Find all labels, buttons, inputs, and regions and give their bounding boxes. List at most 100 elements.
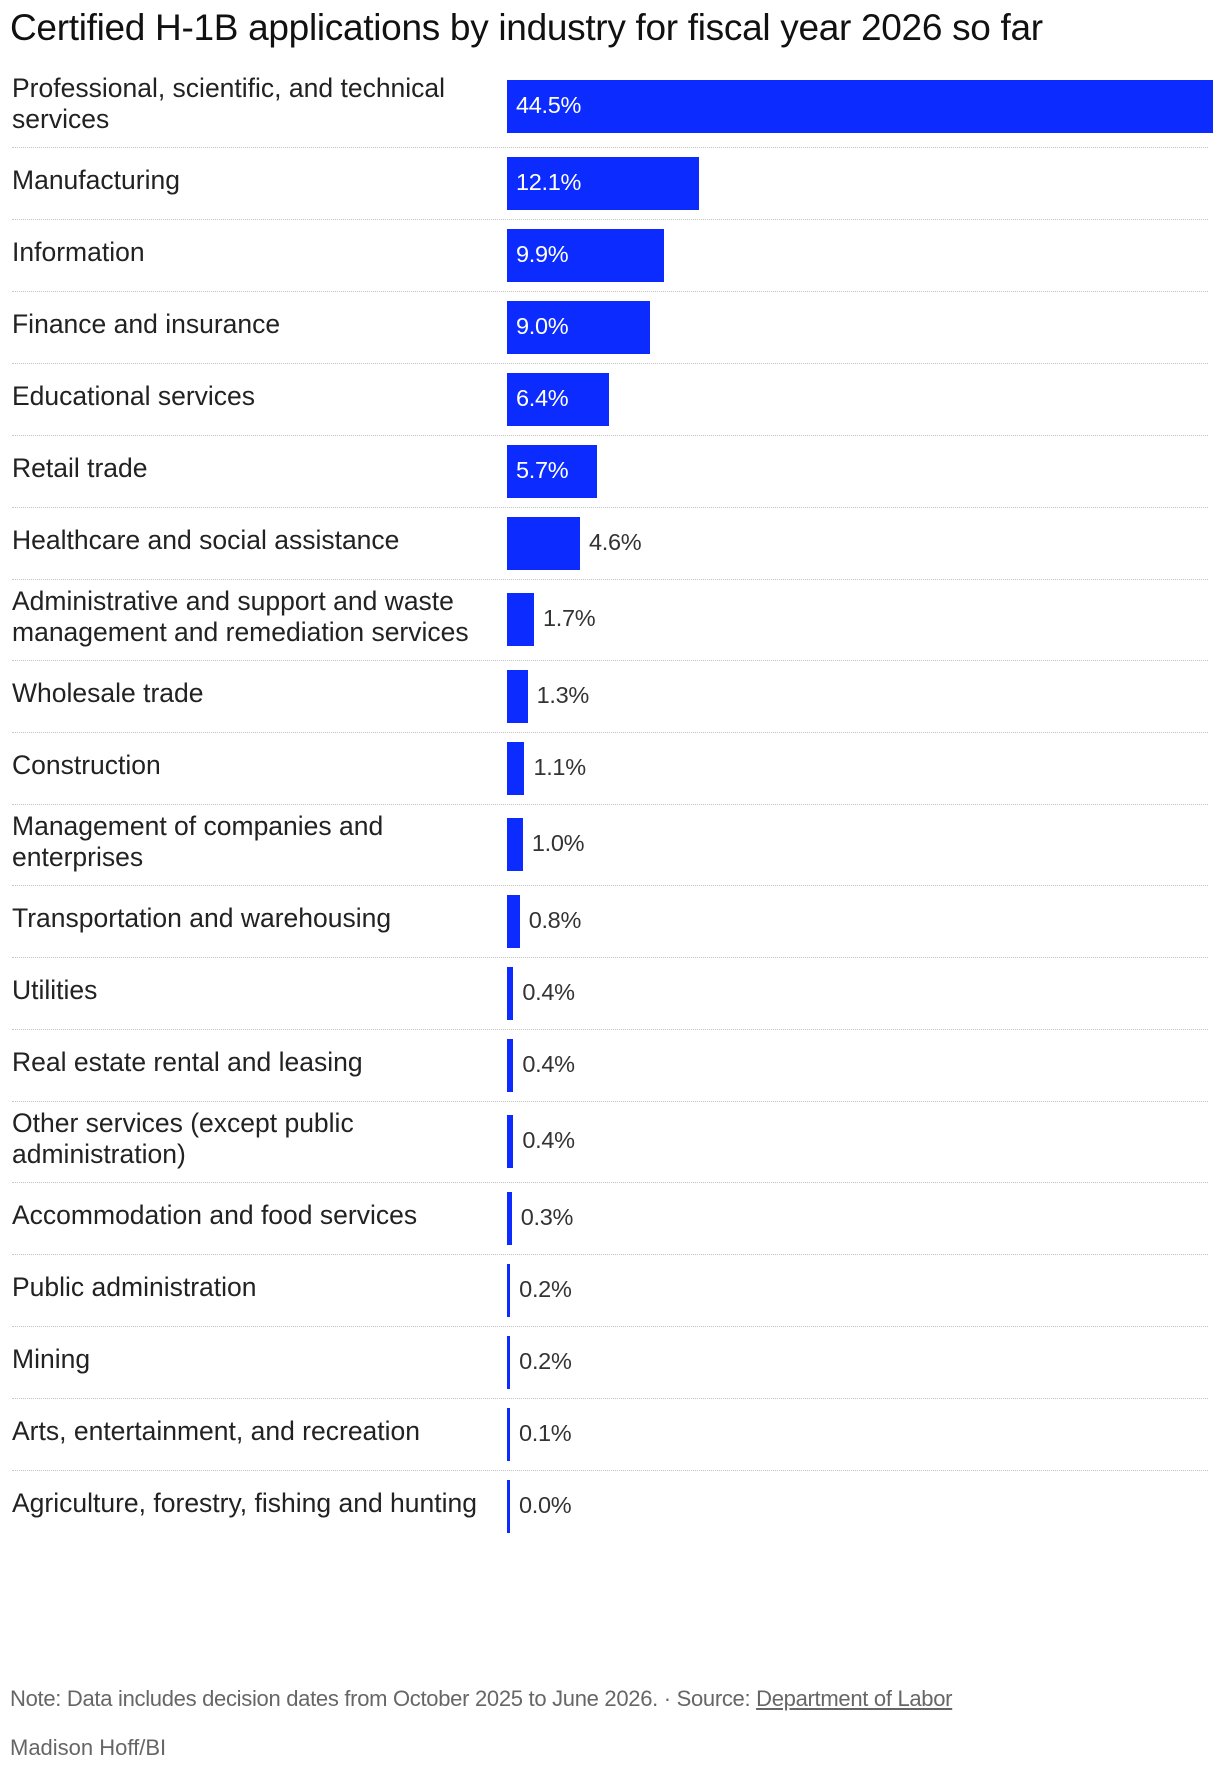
row-divider <box>12 1470 1208 1471</box>
category-label: Finance and insurance <box>12 308 281 339</box>
bar <box>507 1191 512 1245</box>
note-text: Note: Data includes decision dates from … <box>10 1686 757 1711</box>
category-label: Professional, scientific, and technical … <box>12 72 446 134</box>
bar <box>507 80 1213 133</box>
value-label: 1.7% <box>542 605 596 631</box>
bar-row: Accommodation and food services 0.3% <box>0 1182 1220 1254</box>
row-divider <box>12 957 1208 958</box>
value-label: 6.4% <box>516 384 569 411</box>
value-label: 0.1% <box>519 1419 572 1446</box>
footer-note: Note: Data includes decision dates from … <box>10 1685 953 1713</box>
row-divider <box>12 1029 1208 1030</box>
category-label: Other services (except public administra… <box>12 1107 354 1169</box>
category-label: Real estate rental and leasing <box>12 1046 363 1077</box>
bar-row: Agriculture, forestry, fishing and hunti… <box>0 1470 1220 1542</box>
value-label: 9.9% <box>516 240 569 267</box>
bar <box>507 444 598 498</box>
value-label: 0.2% <box>519 1347 572 1374</box>
bar-row: Management of companies and enterprises 1… <box>0 804 1220 885</box>
category-label: Transportation and warehousing <box>12 902 392 933</box>
bar <box>507 300 650 354</box>
bar-row: Arts, entertainment, and recreation 0.1% <box>0 1398 1220 1470</box>
value-label: 0.2% <box>519 1275 572 1302</box>
row-divider <box>12 435 1208 436</box>
bar-row: Construction 1.1% <box>0 732 1220 804</box>
bar <box>507 1115 514 1168</box>
bar-row: Professional, scientific, and technical … <box>0 66 1220 147</box>
value-label: 12.1% <box>516 168 582 195</box>
bar-row: Mining 0.2% <box>0 1326 1220 1398</box>
bar <box>507 228 665 282</box>
bar-row: Real estate rental and leasing 0.4% <box>0 1029 1220 1101</box>
chart-title: Certified H-1B applications by industry … <box>10 7 1043 48</box>
bar <box>507 1479 510 1533</box>
category-label: Public administration <box>12 1271 257 1302</box>
category-label: Management of companies and enterprises <box>12 810 384 872</box>
bar-row: Information 9.9% <box>0 219 1220 291</box>
row-divider <box>12 507 1208 508</box>
bar-row: Utilities 0.4% <box>0 957 1220 1029</box>
bar <box>507 966 514 1020</box>
category-label: Mining <box>12 1343 91 1374</box>
bar <box>507 593 534 646</box>
category-label: Information <box>12 236 145 267</box>
bar-row: Transportation and warehousing 0.8% <box>0 885 1220 957</box>
bar <box>507 1335 511 1389</box>
row-divider <box>12 1398 1208 1399</box>
value-label: 0.4% <box>522 1127 575 1153</box>
category-label: Construction <box>12 749 161 780</box>
bar <box>507 669 528 723</box>
bar-chart: Professional, scientific, and technical … <box>0 66 1220 1542</box>
credit: Madison Hoff/BI <box>10 1735 167 1760</box>
row-divider <box>12 885 1208 886</box>
value-label: 0.0% <box>519 1491 572 1518</box>
category-label: Educational services <box>12 380 256 411</box>
category-label: Accommodation and food services <box>12 1199 418 1230</box>
row-divider <box>12 660 1208 661</box>
bar <box>507 741 525 795</box>
value-label: 1.3% <box>536 681 590 708</box>
row-divider <box>12 291 1208 292</box>
category-label: Utilities <box>12 974 98 1005</box>
bar-row: Retail trade 5.7% <box>0 435 1220 507</box>
source-link[interactable]: Department of Labor <box>756 1686 953 1711</box>
bar <box>507 516 580 570</box>
row-divider <box>12 579 1208 580</box>
bar <box>507 1263 511 1317</box>
bar <box>507 894 520 948</box>
bar <box>507 156 699 210</box>
bar-row: Wholesale trade 1.3% <box>0 660 1220 732</box>
value-label: 5.7% <box>516 456 569 483</box>
bar <box>507 372 609 426</box>
category-label: Healthcare and social assistance <box>12 524 400 555</box>
bar <box>507 1038 514 1092</box>
value-label: 1.1% <box>533 753 586 780</box>
row-divider <box>12 732 1208 733</box>
row-divider <box>12 219 1208 220</box>
bar-row: Manufacturing 12.1% <box>0 147 1220 219</box>
row-divider <box>12 804 1208 805</box>
value-label: 4.6% <box>588 528 642 555</box>
value-label: 44.5% <box>516 92 582 118</box>
value-label: 0.3% <box>520 1203 574 1230</box>
value-label: 0.8% <box>528 906 582 933</box>
category-label: Retail trade <box>12 452 148 483</box>
bar-row: Educational services 6.4% <box>0 363 1220 435</box>
value-label: 0.4% <box>522 1050 575 1077</box>
row-divider <box>12 363 1208 364</box>
bar-row: Healthcare and social assistance 4.6% <box>0 507 1220 579</box>
category-label: Administrative and support and waste man… <box>12 585 469 647</box>
row-divider <box>12 1182 1208 1183</box>
bar-row: Other services (except public administra… <box>0 1101 1220 1182</box>
bar-row: Administrative and support and waste man… <box>0 579 1220 660</box>
row-divider <box>12 1326 1208 1327</box>
value-label: 0.4% <box>522 978 575 1005</box>
category-label: Arts, entertainment, and recreation <box>12 1415 421 1446</box>
bar-row: Public administration 0.2% <box>0 1254 1220 1326</box>
row-divider <box>12 147 1208 148</box>
bar-row: Finance and insurance 9.0% <box>0 291 1220 363</box>
value-label: 9.0% <box>516 312 569 339</box>
category-label: Agriculture, forestry, fishing and hunti… <box>12 1487 477 1518</box>
category-label: Manufacturing <box>12 164 180 195</box>
value-label: 1.0% <box>531 830 585 856</box>
